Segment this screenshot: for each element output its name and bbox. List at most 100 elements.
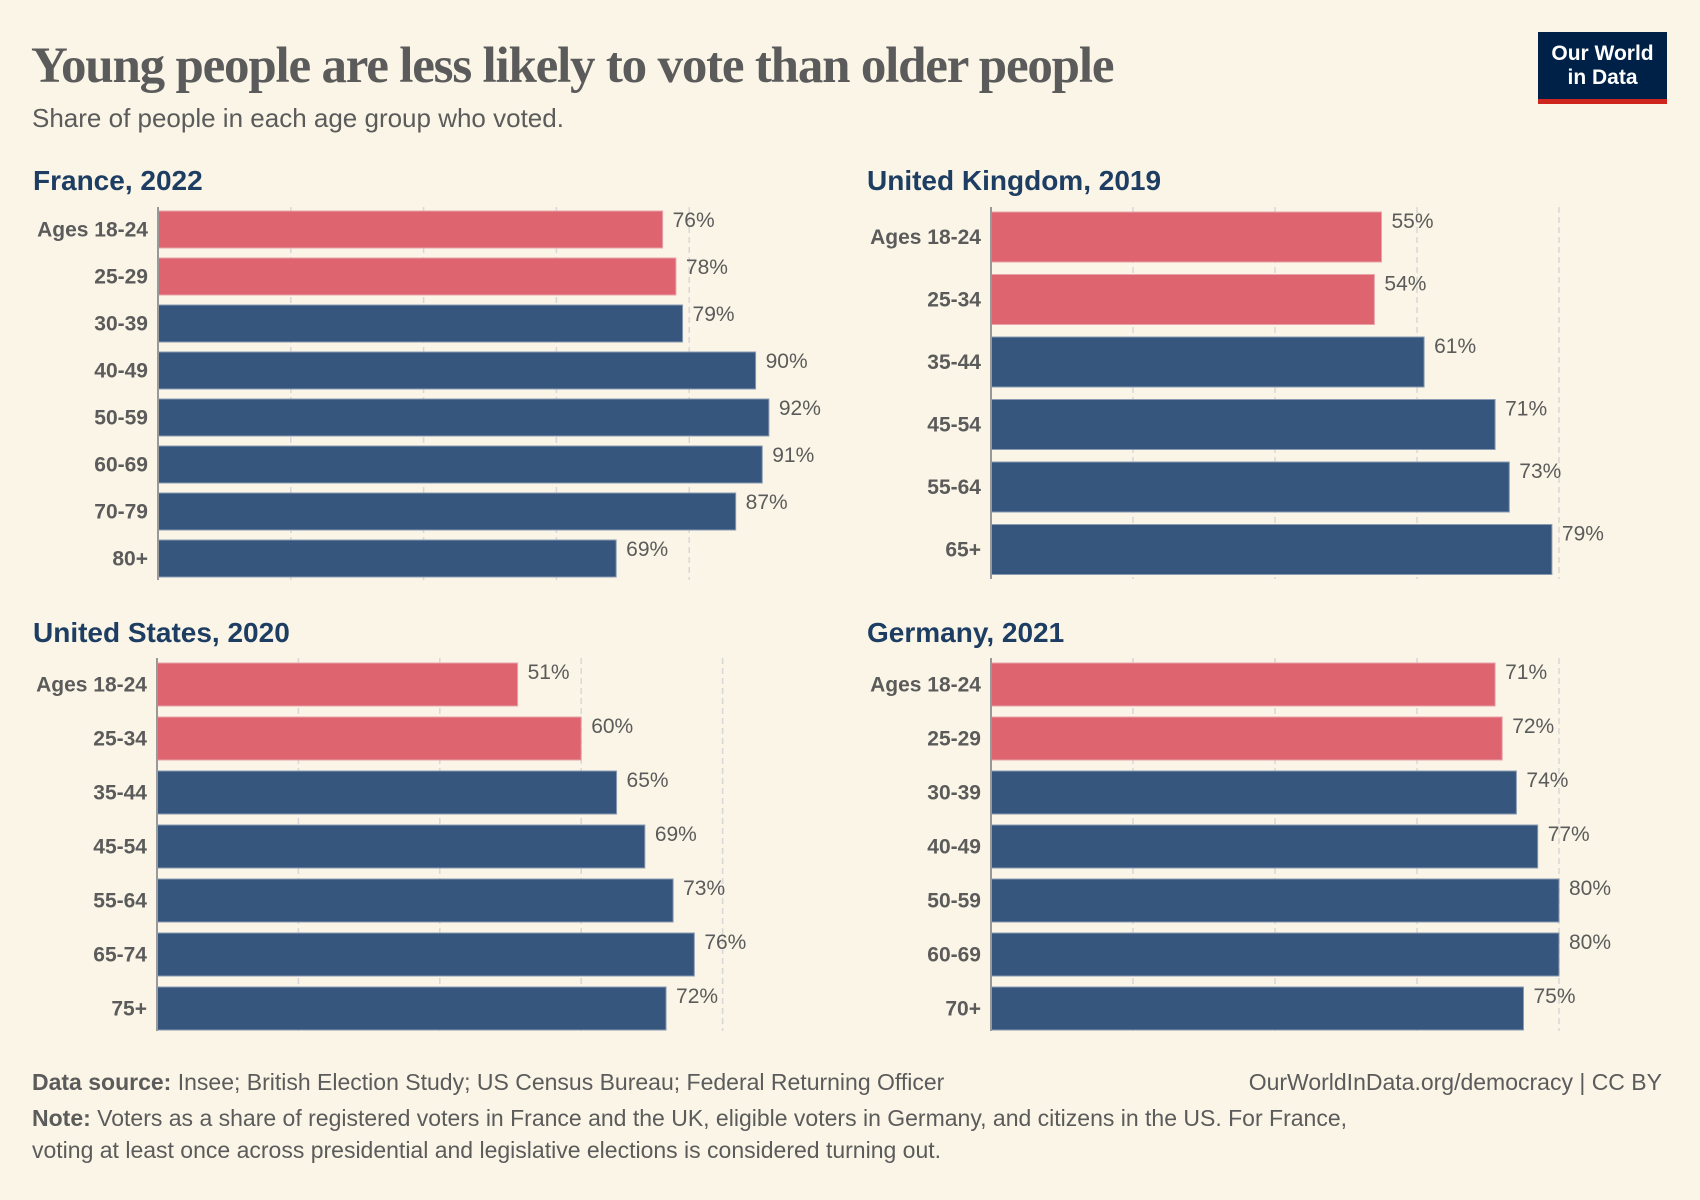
bar[interactable] — [156, 878, 674, 923]
bar[interactable] — [990, 399, 1496, 450]
bar[interactable] — [990, 770, 1517, 815]
owid-logo[interactable]: Our World in Data — [1538, 32, 1667, 104]
value-label: 80% — [1569, 931, 1611, 954]
category-label: 55-64 — [927, 476, 981, 499]
note: Note: Voters as a share of registered vo… — [32, 1102, 1347, 1134]
value-label: 55% — [1392, 210, 1434, 233]
value-label: 78% — [686, 256, 728, 279]
panel-title: United Kingdom, 2019 — [867, 165, 1161, 196]
bar[interactable] — [157, 351, 757, 390]
bar[interactable] — [156, 770, 618, 815]
value-label: 71% — [1505, 398, 1547, 421]
chart-title: Young people are less likely to vote tha… — [31, 38, 1114, 94]
category-label: 60-69 — [94, 454, 148, 477]
value-label: 60% — [591, 715, 633, 738]
source-url-license[interactable]: OurWorldInData.org/democracy | CC BY — [1248, 1069, 1662, 1095]
value-label: 71% — [1505, 661, 1547, 684]
category-label: 70-79 — [94, 501, 148, 524]
logo-line-2: in Data — [1567, 66, 1638, 89]
bar[interactable] — [156, 986, 667, 1031]
bar[interactable] — [990, 211, 1382, 263]
value-label: 69% — [626, 538, 668, 561]
value-label: 65% — [627, 769, 669, 792]
value-label: 75% — [1534, 985, 1576, 1008]
category-label: 60-69 — [927, 944, 981, 967]
bar[interactable] — [157, 492, 737, 531]
note-label: Note: — [32, 1105, 91, 1131]
category-label: 40-49 — [927, 836, 981, 859]
bar[interactable] — [990, 716, 1503, 761]
bar[interactable] — [156, 932, 695, 977]
value-label: 54% — [1384, 273, 1426, 296]
bar[interactable] — [990, 461, 1510, 513]
panel-title: United States, 2020 — [33, 617, 290, 648]
data-source-text: Insee; British Election Study; US Census… — [171, 1069, 945, 1095]
category-label: 25-34 — [93, 728, 147, 751]
bar[interactable] — [990, 524, 1553, 575]
value-label: 90% — [766, 350, 808, 373]
bar[interactable] — [990, 932, 1560, 977]
note-line-1: Voters as a share of registered voters i… — [90, 1105, 1347, 1131]
category-label: Ages 18-24 — [37, 219, 148, 242]
bar[interactable] — [990, 274, 1375, 325]
category-label: 50-59 — [94, 407, 148, 430]
value-label: 74% — [1526, 769, 1568, 792]
category-label: 45-54 — [93, 836, 147, 859]
category-label: 75+ — [111, 998, 147, 1021]
value-label: 73% — [1519, 460, 1561, 483]
bar[interactable] — [157, 445, 763, 484]
value-label: 80% — [1569, 877, 1611, 900]
logo-line-1: Our World — [1551, 42, 1654, 65]
value-label: 76% — [673, 209, 715, 232]
category-label: 55-64 — [93, 890, 147, 913]
value-label: 51% — [528, 661, 570, 684]
chart-panel-4: Germany, 2021 Ages 18-24 71% 25-29 72% 30-39 7… — [867, 617, 1611, 1031]
value-label: 79% — [1562, 523, 1604, 546]
category-label: 25-29 — [927, 728, 981, 751]
bar[interactable] — [156, 716, 582, 761]
bar[interactable] — [990, 336, 1425, 388]
data-source-label: Data source: — [32, 1069, 172, 1095]
data-source: Data source: Insee; British Election Stu… — [32, 1066, 944, 1098]
chart-panel-3: United States, 2020 Ages 18-24 51% 25-34 60%… — [33, 617, 746, 1031]
chart-subtitle: Share of people in each age group who vo… — [32, 103, 564, 133]
bar[interactable] — [157, 304, 684, 343]
category-label: 65-74 — [93, 944, 147, 967]
category-label: 65+ — [945, 539, 981, 562]
value-label: 72% — [676, 985, 718, 1008]
value-label: 91% — [772, 444, 814, 467]
bar[interactable] — [990, 824, 1539, 869]
category-label: Ages 18-24 — [870, 226, 981, 249]
category-label: 70+ — [945, 998, 981, 1021]
bar[interactable] — [156, 824, 646, 869]
value-label: 69% — [655, 823, 697, 846]
chart-panel-1: France, 2022 Ages 18-24 76% 25-29 78% 30-39 79… — [33, 165, 821, 580]
value-label: 73% — [683, 877, 725, 900]
category-label: 30-39 — [94, 313, 148, 336]
category-label: 35-44 — [927, 351, 981, 374]
category-label: 35-44 — [93, 782, 147, 805]
value-label: 76% — [704, 931, 746, 954]
value-label: 79% — [693, 303, 735, 326]
note-line-2: voting at least once across presidential… — [32, 1137, 942, 1163]
category-label: 45-54 — [927, 414, 981, 437]
bar[interactable] — [156, 662, 519, 707]
value-label: 72% — [1512, 715, 1554, 738]
category-label: Ages 18-24 — [36, 674, 147, 697]
bar[interactable] — [990, 986, 1524, 1031]
bar[interactable] — [157, 539, 617, 578]
category-label: 25-29 — [94, 266, 148, 289]
value-label: 87% — [746, 491, 788, 514]
chart-panel-2: United Kingdom, 2019 Ages 18-24 55% 25-34 54… — [867, 165, 1604, 579]
value-label: 92% — [779, 397, 821, 420]
bar[interactable] — [157, 210, 664, 249]
bar[interactable] — [157, 398, 770, 437]
category-label: Ages 18-24 — [870, 674, 981, 697]
bar[interactable] — [990, 662, 1496, 707]
category-label: 25-34 — [927, 289, 981, 312]
category-label: 40-49 — [94, 360, 148, 383]
category-label: 30-39 — [927, 782, 981, 805]
bar[interactable] — [157, 257, 677, 296]
category-label: 50-59 — [927, 890, 981, 913]
bar[interactable] — [990, 878, 1560, 923]
